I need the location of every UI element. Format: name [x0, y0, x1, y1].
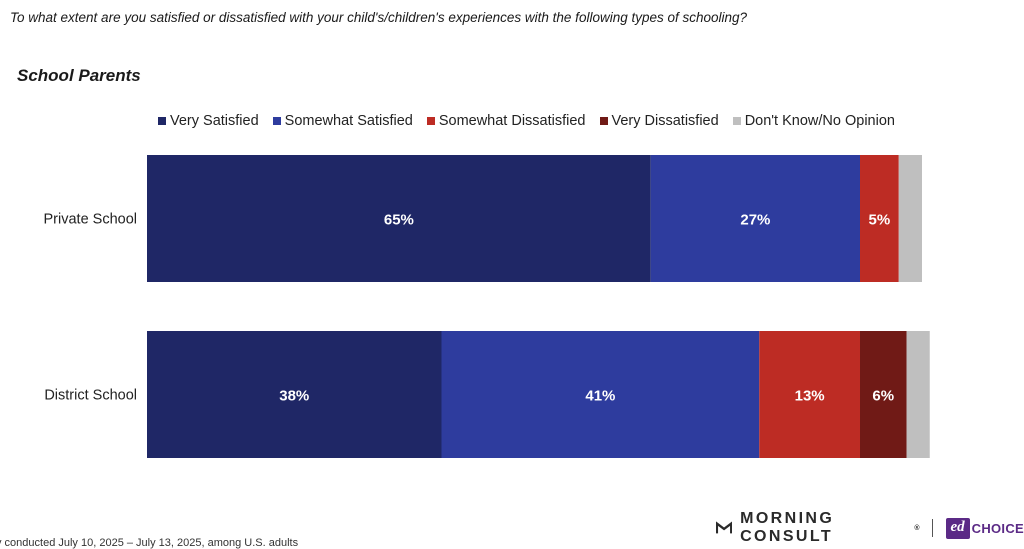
data-label-private-school-somewhat-dissatisfied: 5%	[869, 212, 891, 229]
bar-segment-private-school-very-satisfied	[147, 155, 651, 282]
bar-segment-private-school-somewhat-satisfied	[650, 155, 860, 282]
legend-item-somewhat-satisfied: Somewhat Satisfied	[272, 113, 413, 129]
edchoice-ed-mark: ed	[946, 517, 970, 539]
edchoice-text: CHOICE	[971, 520, 1024, 536]
bar-segment-private-school-somewhat-dissatisfied	[860, 155, 899, 282]
legend-item-somewhat-dissatisfied: Somewhat Dissatisfied	[426, 113, 586, 129]
bar-segment-district-school-somewhat-dissatisfied	[759, 331, 860, 458]
chart-legend: Very Satisfied Somewhat Satisfied Somewh…	[158, 113, 909, 129]
logo-divider	[931, 519, 933, 537]
survey-question: To what extent are you satisfied or diss…	[10, 10, 748, 25]
data-label-district-school-very-dissatisfied: 6%	[872, 388, 894, 405]
legend-swatch-somewhat-dissatisfied	[426, 117, 435, 125]
morning-consult-logo: MORNING CONSULT ®	[716, 510, 920, 546]
registered-mark: ®	[914, 524, 920, 532]
legend-swatch-dont-know	[732, 117, 741, 125]
legend-item-dont-know: Don't Know/No Opinion	[732, 113, 895, 129]
legend-label-very-dissatisfied: Very Dissatisfied	[611, 113, 719, 129]
legend-label-very-satisfied: Very Satisfied	[170, 113, 259, 129]
bar-segment-district-school-very-satisfied	[147, 331, 442, 458]
chart-subtitle: School Parents	[17, 66, 141, 85]
legend-label-somewhat-dissatisfied: Somewhat Dissatisfied	[438, 113, 586, 129]
data-label-district-school-somewhat-dissatisfied: 13%	[795, 388, 825, 405]
data-label-district-school-very-satisfied: 38%	[279, 388, 309, 405]
legend-label-somewhat-satisfied: Somewhat Satisfied	[284, 113, 413, 129]
legend-label-dont-know: Don't Know/No Opinion	[744, 113, 895, 129]
category-label-private-school: Private School	[44, 212, 138, 228]
legend-swatch-somewhat-satisfied	[272, 117, 281, 125]
legend-item-very-satisfied: Very Satisfied	[158, 113, 259, 129]
morning-consult-mark-icon	[716, 521, 733, 534]
legend-swatch-very-dissatisfied	[599, 117, 608, 125]
data-label-district-school-somewhat-satisfied: 41%	[585, 388, 615, 405]
morning-consult-text: MORNING CONSULT	[740, 510, 835, 545]
data-label-private-school-somewhat-satisfied: 27%	[740, 212, 770, 229]
survey-footnote: y conducted July 10, 2025 – July 13, 202…	[0, 537, 299, 549]
category-label-district-school: District School	[44, 388, 137, 404]
edchoice-logo: ed CHOICE	[946, 517, 1024, 539]
bar-segment-private-school-don-t-know-no-opinion	[898, 155, 922, 282]
data-label-private-school-very-satisfied: 65%	[384, 212, 414, 229]
bar-segment-district-school-very-dissatisfied	[860, 331, 907, 458]
legend-swatch-very-satisfied	[158, 117, 166, 125]
bar-segment-district-school-don-t-know-no-opinion	[906, 331, 930, 458]
brand-logos: MORNING CONSULT ® ed CHOICE	[716, 510, 1024, 545]
bar-segment-district-school-somewhat-satisfied	[441, 331, 760, 458]
stacked-bar-chart: Private School 65% 27% 5% District School 38%…	[44, 155, 930, 458]
legend-item-very-dissatisfied: Very Dissatisfied	[599, 113, 719, 129]
